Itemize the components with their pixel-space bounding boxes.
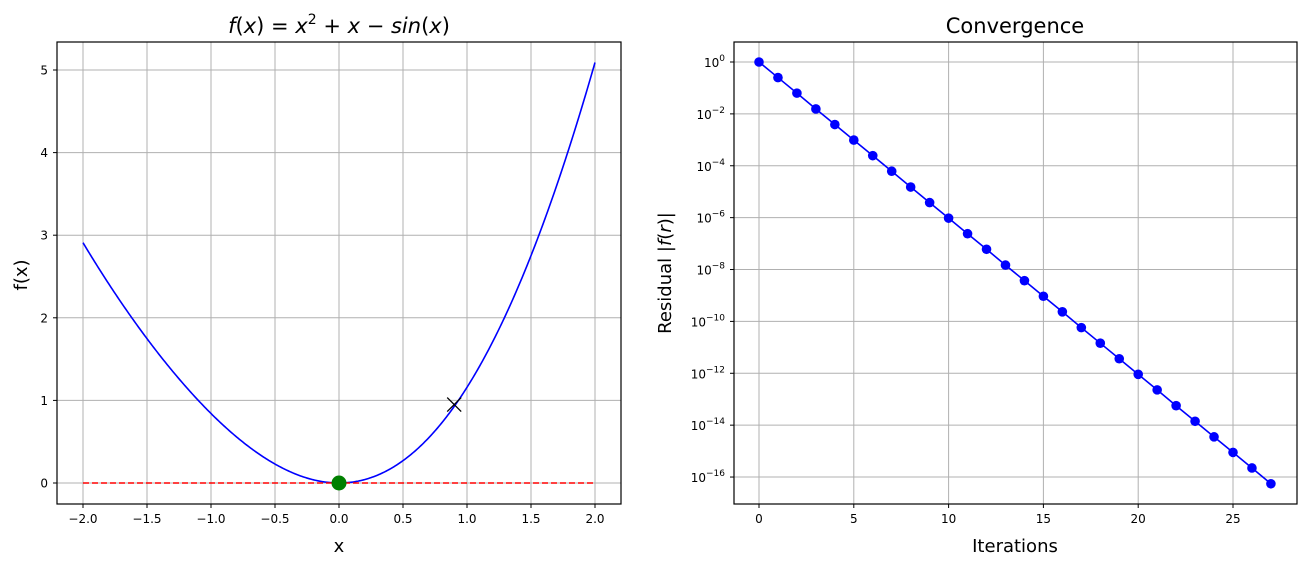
- right-y-axis-label: Residual |f(r)|: [655, 212, 676, 334]
- function-plot: −2.0 −1.5 −1.0 −0.5 0.0 0.5 1.0 1.5 2.0 0 1 2 3 4 5 f(…: [11, 12, 622, 557]
- y-tick-label: 10−6: [696, 210, 725, 226]
- residual-point: [962, 228, 973, 239]
- residual-point: [924, 197, 935, 208]
- x-tick-label: −1.0: [196, 512, 225, 526]
- x-tick-label: −1.5: [132, 512, 161, 526]
- right-grid: [734, 42, 1297, 504]
- x-tick-label: 5: [850, 512, 858, 526]
- residual-point: [1209, 432, 1219, 442]
- x-tick-label: 1.0: [457, 512, 476, 526]
- residual-point: [981, 244, 992, 255]
- right-plot-title: Convergence: [946, 14, 1084, 38]
- residual-point: [905, 182, 916, 192]
- residual-point: [1247, 463, 1257, 473]
- y-tick-label: 2: [40, 311, 48, 325]
- residual-point: [886, 166, 897, 177]
- y-tick-label: 10−2: [696, 106, 725, 122]
- residual-point: [1171, 400, 1181, 411]
- y-tick-label: 10−12: [691, 365, 725, 381]
- residual-point: [792, 88, 802, 98]
- y-tick-label: 5: [40, 64, 48, 78]
- residual-point: [943, 213, 954, 223]
- x-tick-label: 20: [1131, 512, 1146, 526]
- x-tick-label: 1.5: [521, 512, 540, 526]
- x-tick-label: 25: [1225, 512, 1240, 526]
- x-tick-label: 10: [941, 512, 956, 526]
- x-tick-label: 15: [1036, 512, 1051, 526]
- x-tick-label: 0: [755, 512, 763, 526]
- y-tick-label: 10−14: [691, 417, 726, 433]
- residual-point: [867, 150, 878, 161]
- y-tick-label: 4: [40, 146, 48, 160]
- y-tick-label: 0: [40, 477, 48, 491]
- residual-point: [1057, 307, 1068, 317]
- left-y-axis-label: f(x): [11, 259, 32, 290]
- residual-point: [811, 104, 821, 114]
- residual-point: [754, 57, 764, 67]
- convergence-plot: 0 5 10 15 20 25 100 10−2 10−4 10−6 10−8 10−10 10−12 1…: [655, 14, 1298, 557]
- right-ticks: 0 5 10 15 20 25 100 10−2 10−4 10−6 10−8 10−10 10−12 1…: [691, 54, 1241, 526]
- root-marker: [331, 475, 347, 491]
- left-plot-title: f(x) = x2 + x − sin(x): [228, 12, 450, 38]
- left-grid: [57, 42, 621, 504]
- residual-point: [773, 72, 783, 83]
- x-tick-label: −2.0: [68, 512, 97, 526]
- residual-point: [1000, 260, 1011, 270]
- residual-point: [1228, 447, 1238, 458]
- y-tick-label: 100: [704, 54, 725, 70]
- residual-point: [1095, 338, 1106, 348]
- right-axes-frame: [733, 41, 1298, 505]
- right-series: [754, 57, 1276, 489]
- residual-point: [830, 119, 840, 130]
- left-series: [82, 62, 596, 491]
- residual-point: [1019, 275, 1030, 286]
- x-tick-label: 0.5: [393, 512, 412, 526]
- residual-point: [1133, 369, 1143, 380]
- residual-point: [1114, 353, 1125, 364]
- y-tick-label: 10−16: [691, 469, 726, 485]
- residual-point: [1152, 385, 1162, 395]
- right-x-axis-label: Iterations: [972, 536, 1058, 557]
- y-tick-label: 10−4: [696, 158, 725, 174]
- y-tick-label: 1: [40, 394, 48, 408]
- residual-line: [758, 61, 1272, 485]
- y-tick-label: 10−10: [691, 313, 726, 329]
- y-tick-label: 10−8: [696, 262, 725, 278]
- residual-point: [1076, 322, 1087, 333]
- y-tick-label: 3: [40, 229, 48, 243]
- residual-point: [1190, 416, 1200, 427]
- x-tick-label: 2.0: [585, 512, 604, 526]
- residual-point: [849, 135, 859, 145]
- left-x-axis-label: x: [334, 536, 345, 557]
- left-ticks: −2.0 −1.5 −1.0 −0.5 0.0 0.5 1.0 1.5 2.0 0 1 2 3 4 5: [40, 64, 604, 527]
- x-tick-label: 0.0: [329, 512, 348, 526]
- x-tick-label: −0.5: [260, 512, 289, 526]
- residual-point: [1266, 478, 1276, 489]
- initial-guess-marker: [446, 397, 462, 412]
- residual-point: [1038, 291, 1049, 302]
